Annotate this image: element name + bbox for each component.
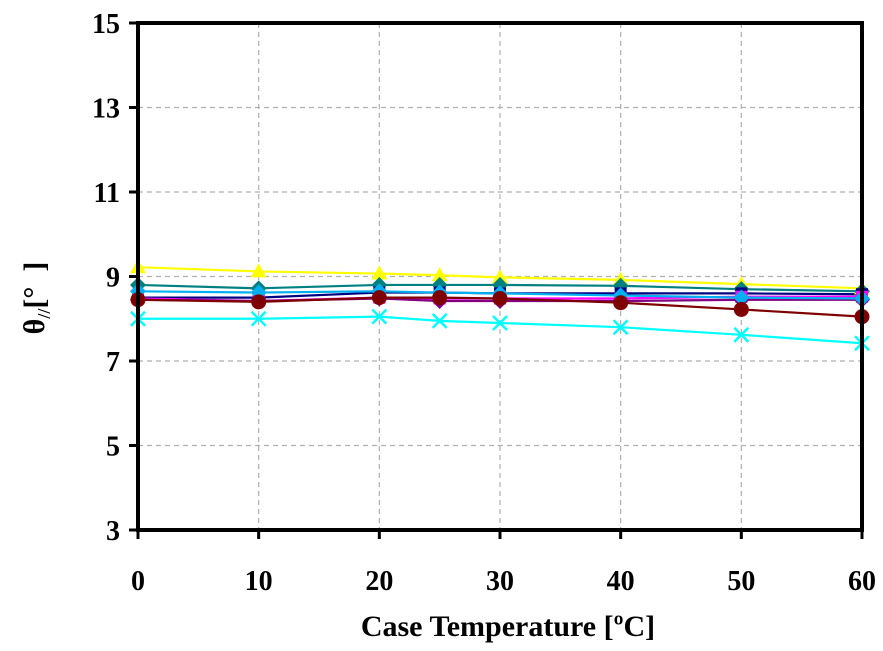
data-point [250, 263, 267, 278]
x-tick-label: 0 [131, 566, 145, 597]
data-point [431, 267, 448, 282]
y-tick-label: 3 [106, 516, 120, 547]
y-tick-labels: 3 5 7 9 11 13 15 [92, 9, 120, 547]
x-tick-label: 10 [245, 566, 273, 597]
data-point [431, 312, 448, 329]
y-axis-title: θ//[° ] [18, 262, 54, 335]
y-tick-label: 9 [106, 263, 120, 294]
x-tick-labels: 0 10 20 30 40 50 60 [131, 566, 876, 597]
x-axis-title: Case Temperature [ºC] [361, 610, 655, 643]
y-tick-label: 11 [94, 178, 120, 209]
y-tick-label: 5 [106, 432, 120, 463]
data-point [492, 315, 508, 331]
data-point [432, 290, 448, 306]
y-tick-label: 15 [92, 9, 120, 40]
series-lines [137, 266, 863, 345]
x-tick-label: 60 [848, 566, 876, 597]
series-markers [130, 259, 870, 352]
y-tick-label: 13 [92, 94, 120, 125]
tick-marks [129, 21, 864, 539]
x-tick-label: 40 [607, 566, 635, 597]
series-line-1 [137, 266, 863, 290]
data-point [250, 310, 267, 327]
series-line-7 [137, 296, 863, 318]
y-axis-title-symbol: θ [18, 319, 51, 335]
data-point [251, 294, 267, 310]
data-point [733, 326, 750, 343]
data-point [492, 269, 508, 284]
y-tick-label: 7 [106, 347, 120, 378]
series-line-8 [138, 315, 863, 345]
data-point [733, 301, 749, 317]
x-tick-label: 20 [365, 566, 393, 597]
x-tick-label: 30 [486, 566, 514, 597]
data-point [613, 295, 629, 311]
series-line-6 [137, 290, 863, 300]
y-axis-title-unit: [° ] [18, 262, 51, 309]
data-point [371, 308, 388, 325]
data-point [371, 265, 388, 280]
data-point [371, 290, 387, 306]
data-point [733, 289, 750, 306]
y-axis-title-subscript: // [34, 308, 54, 320]
series-line-2 [137, 283, 863, 293]
data-point [492, 290, 508, 306]
data-point [612, 319, 629, 336]
x-tick-label: 50 [727, 566, 755, 597]
